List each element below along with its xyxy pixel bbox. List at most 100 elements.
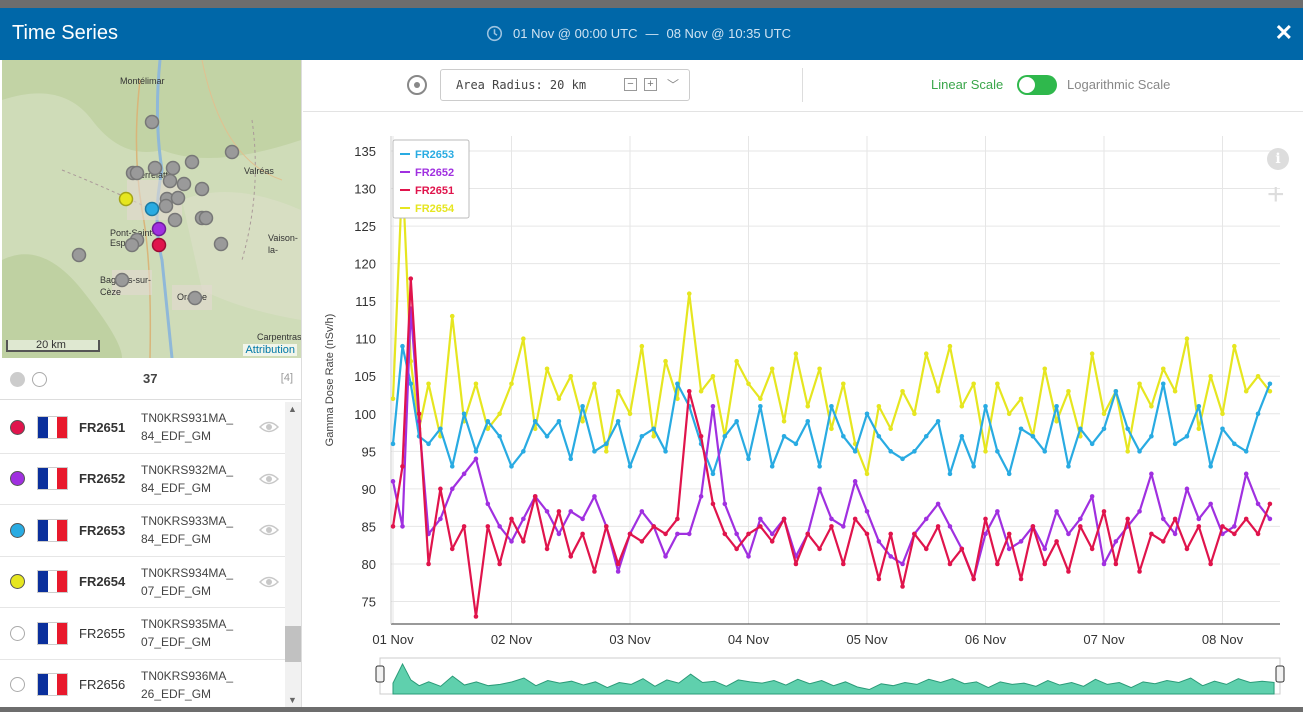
data-point[interactable] — [686, 531, 692, 537]
data-point[interactable] — [805, 531, 811, 537]
data-point[interactable] — [1243, 516, 1249, 522]
data-point[interactable] — [580, 516, 585, 522]
data-point[interactable] — [390, 524, 396, 529]
navigator-handle-left[interactable] — [375, 665, 385, 683]
data-point[interactable] — [995, 449, 1000, 454]
data-point[interactable] — [947, 343, 953, 349]
data-point[interactable] — [1125, 516, 1130, 522]
data-point[interactable] — [449, 486, 455, 492]
data-point[interactable] — [556, 396, 562, 402]
data-point[interactable] — [604, 524, 609, 529]
data-point[interactable] — [852, 516, 858, 522]
close-icon[interactable]: ✕ — [1274, 20, 1293, 45]
data-point[interactable] — [426, 441, 431, 447]
data-point[interactable] — [1042, 366, 1048, 372]
data-point[interactable] — [544, 546, 550, 552]
series-line-fr2653[interactable] — [391, 345, 1271, 475]
data-point[interactable] — [1018, 576, 1024, 582]
data-point[interactable] — [521, 516, 526, 522]
data-point[interactable] — [1066, 569, 1071, 574]
data-point[interactable] — [888, 449, 893, 454]
select-none-toggle[interactable] — [32, 372, 47, 387]
data-point[interactable] — [864, 531, 870, 537]
data-point[interactable] — [841, 524, 846, 529]
data-point[interactable] — [923, 516, 929, 522]
station-row[interactable]: FR2651 TN0KRS931MA_ 84_EDF_GM — [0, 402, 285, 454]
data-point[interactable] — [686, 388, 692, 394]
data-point[interactable] — [580, 418, 585, 424]
data-point[interactable] — [1054, 403, 1059, 409]
data-point[interactable] — [888, 531, 893, 537]
data-point[interactable] — [959, 403, 965, 409]
data-point[interactable] — [1220, 524, 1225, 529]
data-point[interactable] — [544, 434, 550, 439]
data-point[interactable] — [722, 501, 728, 507]
data-point[interactable] — [651, 524, 656, 529]
logarithmic-scale-label[interactable]: Logarithmic Scale — [1067, 77, 1171, 92]
data-point[interactable] — [769, 366, 775, 372]
data-point[interactable] — [805, 403, 811, 409]
data-point[interactable] — [746, 554, 751, 559]
data-point[interactable] — [1220, 411, 1225, 417]
data-point[interactable] — [639, 509, 645, 514]
data-point[interactable] — [1196, 426, 1202, 432]
data-point[interactable] — [900, 388, 905, 394]
data-point[interactable] — [627, 411, 633, 417]
data-point[interactable] — [1113, 539, 1119, 544]
map-attribution-link[interactable]: Attribution — [243, 344, 297, 356]
data-point[interactable] — [390, 396, 396, 402]
eye-icon[interactable] — [259, 472, 279, 486]
data-point[interactable] — [1232, 524, 1237, 529]
data-point[interactable] — [675, 381, 680, 387]
data-point[interactable] — [710, 471, 716, 477]
data-point[interactable] — [438, 426, 443, 432]
data-point[interactable] — [983, 516, 988, 522]
data-point[interactable] — [568, 554, 574, 559]
legend-item-fr2651[interactable]: FR2651 — [415, 185, 454, 197]
data-point[interactable] — [781, 434, 787, 439]
data-point[interactable] — [983, 531, 988, 537]
data-point[interactable] — [509, 464, 514, 469]
data-point[interactable] — [1149, 403, 1154, 409]
data-point[interactable] — [532, 426, 538, 432]
data-point[interactable] — [1054, 509, 1059, 514]
data-point[interactable] — [627, 531, 633, 537]
station-row[interactable]: FR2652 TN0KRS932MA_ 84_EDF_GM — [0, 454, 285, 505]
data-point[interactable] — [1054, 539, 1059, 544]
station-map[interactable]: Montélimar Valréas Pierrelatte Pont-Sain… — [2, 60, 301, 358]
data-point[interactable] — [1208, 373, 1213, 379]
data-point[interactable] — [1042, 546, 1048, 552]
data-point[interactable] — [438, 516, 443, 522]
data-point[interactable] — [1066, 388, 1071, 394]
add-icon[interactable]: + — [1267, 178, 1285, 211]
station-row[interactable]: FR2653 TN0KRS933MA_ 84_EDF_GM — [0, 505, 285, 557]
data-point[interactable] — [663, 358, 668, 364]
legend-item-fr2653[interactable]: FR2653 — [415, 149, 454, 161]
area-radius-select[interactable]: Area Radius: 20 km − + ﹀ — [440, 69, 690, 101]
data-point[interactable] — [1160, 366, 1166, 372]
data-point[interactable] — [1160, 539, 1166, 544]
data-point[interactable] — [698, 388, 704, 394]
data-point[interactable] — [1208, 561, 1213, 567]
data-point[interactable] — [400, 343, 405, 349]
data-point[interactable] — [900, 584, 905, 589]
data-point[interactable] — [1018, 539, 1024, 544]
data-point[interactable] — [876, 539, 882, 544]
data-point[interactable] — [592, 494, 597, 499]
data-point[interactable] — [449, 464, 455, 469]
data-point[interactable] — [1113, 388, 1119, 394]
data-point[interactable] — [485, 418, 491, 424]
station-color-dot[interactable] — [10, 625, 25, 641]
data-point[interactable] — [1078, 516, 1083, 522]
data-point[interactable] — [864, 509, 870, 514]
data-point[interactable] — [544, 509, 550, 514]
data-point[interactable] — [1243, 471, 1249, 477]
legend-item-fr2652[interactable]: FR2652 — [415, 167, 454, 179]
data-point[interactable] — [781, 418, 787, 424]
data-point[interactable] — [639, 343, 645, 349]
data-point[interactable] — [734, 531, 739, 537]
data-point[interactable] — [580, 531, 585, 537]
data-point[interactable] — [1184, 434, 1190, 439]
data-point[interactable] — [971, 576, 976, 582]
data-point[interactable] — [1089, 351, 1095, 357]
